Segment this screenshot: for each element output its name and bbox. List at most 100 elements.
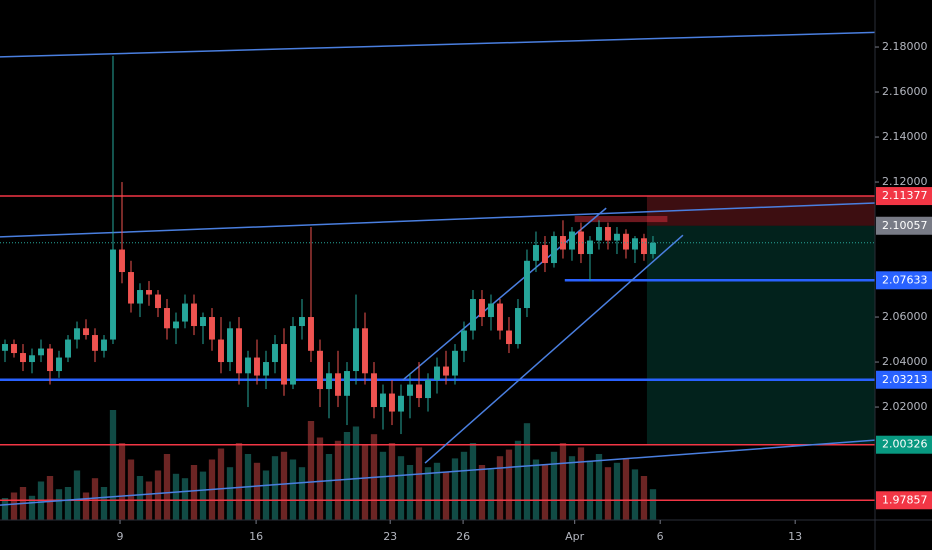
volume-bar — [28, 495, 36, 520]
level-label-box — [876, 435, 932, 454]
volume-bar — [55, 489, 63, 520]
volume-bar — [235, 443, 243, 520]
volume-bar — [316, 437, 324, 520]
x-tick-label: 26 — [456, 530, 470, 543]
candle-body — [74, 328, 80, 340]
candle-body — [524, 260, 530, 309]
x-tick-label: 13 — [788, 530, 802, 543]
x-tick-label: 16 — [249, 530, 263, 543]
level-label: 1.97857 — [882, 493, 928, 506]
level-label: 2.11377 — [882, 189, 928, 202]
volume-bar — [253, 462, 261, 520]
candle-body — [119, 249, 125, 273]
volume-bar — [190, 465, 198, 520]
candle-body — [587, 240, 593, 255]
candle-body — [308, 317, 314, 351]
volume-bar — [100, 487, 108, 520]
trend-line — [0, 31, 876, 58]
candle-body — [434, 366, 440, 381]
trend-line — [424, 234, 684, 464]
candle-body — [173, 321, 179, 329]
zone — [574, 216, 668, 223]
candle-body — [11, 344, 17, 354]
volume-bar — [280, 451, 288, 520]
y-tick-label: 2.14000 — [882, 130, 928, 143]
volume-bar — [217, 448, 225, 520]
y-tick-label: 2.18000 — [882, 40, 928, 53]
volume-bar — [325, 454, 333, 520]
candle-body — [209, 317, 215, 340]
candle-body — [380, 393, 386, 408]
candle-body — [92, 335, 98, 351]
level-label: 2.07633 — [882, 273, 928, 286]
y-tick-label: 2.12000 — [882, 175, 928, 188]
volume-bar — [307, 421, 315, 520]
volume-bar — [613, 462, 621, 520]
volume-bar — [199, 471, 207, 520]
candle-body — [56, 357, 62, 372]
volume-bar — [154, 470, 162, 520]
volume-bar — [91, 478, 99, 520]
volume-bar — [1, 498, 9, 520]
trend-line — [0, 202, 876, 238]
volume-bar — [226, 467, 234, 520]
volume-bar — [352, 426, 360, 520]
candle-body — [515, 308, 521, 345]
candle-body — [371, 373, 377, 408]
volume-bar — [415, 447, 423, 520]
zone — [646, 225, 875, 445]
candle-body — [317, 350, 323, 390]
volume-bar — [577, 447, 585, 520]
volume-bar — [523, 423, 531, 520]
candle-body — [263, 362, 269, 376]
candle-body — [353, 328, 359, 372]
candle-body — [110, 249, 116, 340]
candle-body — [47, 348, 53, 372]
volume-bar — [73, 470, 81, 520]
candle-body — [416, 384, 422, 399]
volume-bar — [487, 469, 495, 520]
time-axis — [0, 520, 932, 550]
candle-body — [191, 303, 197, 327]
volume-bar — [460, 451, 468, 520]
candle-body — [182, 303, 188, 322]
trend-line — [0, 439, 876, 506]
volume-bar — [568, 456, 576, 520]
candle-body — [560, 236, 566, 250]
volume-bar — [109, 410, 117, 520]
y-tick-label: 2.02000 — [882, 400, 928, 413]
candle-body — [65, 339, 71, 358]
candle-body — [272, 344, 278, 363]
volume-bar — [550, 451, 558, 520]
candle-body — [362, 328, 368, 374]
x-tick-label: 6 — [657, 530, 664, 543]
x-tick-label: 9 — [117, 530, 124, 543]
volume-bar — [451, 458, 459, 520]
volume-bar — [433, 462, 441, 520]
volume-bar — [631, 469, 639, 520]
volume-bar — [136, 476, 144, 520]
candle-body — [551, 236, 557, 264]
candle-body — [605, 227, 611, 241]
candle-body — [29, 355, 35, 363]
volume-bar — [343, 432, 351, 520]
volume-bar — [586, 460, 594, 520]
candle-body — [236, 328, 242, 374]
volume-bar — [10, 492, 18, 520]
volume-bar — [361, 445, 369, 520]
volume-bar — [181, 478, 189, 520]
candle-body — [623, 233, 629, 250]
candle-body — [470, 299, 476, 331]
candle-body — [488, 303, 494, 318]
candle-body — [155, 294, 161, 309]
volume-bar — [64, 487, 72, 520]
volume-bar — [127, 459, 135, 520]
candle-body — [83, 328, 89, 336]
candle-body — [596, 227, 602, 241]
volume-bar — [649, 489, 657, 520]
candle-body — [389, 393, 395, 412]
candle-body — [281, 344, 287, 385]
candle-body — [128, 272, 134, 304]
candle-body — [254, 357, 260, 376]
candle-body — [344, 371, 350, 396]
